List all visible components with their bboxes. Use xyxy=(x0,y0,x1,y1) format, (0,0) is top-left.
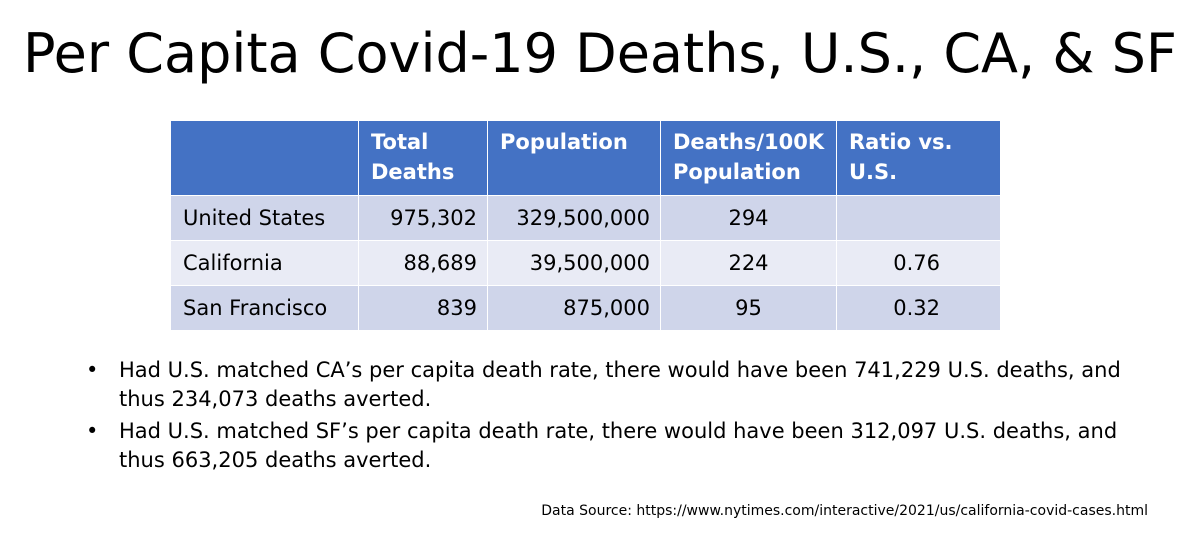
ratio-cell: 0.32 xyxy=(836,285,1001,331)
header-population: Population xyxy=(487,120,661,196)
ratio-cell: 0.76 xyxy=(836,240,1001,286)
table-header-row: Total Deaths Population Deaths/100K Popu… xyxy=(170,120,1001,196)
table-row: United States 975,302 329,500,000 294 xyxy=(170,195,1001,241)
region-cell: United States xyxy=(170,195,359,241)
bullet-dot-icon: • xyxy=(86,419,99,443)
deaths-per-100k-cell: 294 xyxy=(660,195,837,241)
header-deaths-per-100k: Deaths/100K Population xyxy=(660,120,837,196)
header-ratio: Ratio vs. U.S. xyxy=(836,120,1001,196)
deaths-table: Total Deaths Population Deaths/100K Popu… xyxy=(170,120,1001,331)
total-deaths-cell: 975,302 xyxy=(358,195,488,241)
total-deaths-cell: 839 xyxy=(358,285,488,331)
bullet-dot-icon: • xyxy=(86,358,99,382)
data-source-note: Data Source: https://www.nytimes.com/int… xyxy=(541,503,1148,519)
deaths-per-100k-cell: 95 xyxy=(660,285,837,331)
population-cell: 39,500,000 xyxy=(487,240,661,286)
bullet-text: Had U.S. matched CA’s per capita death r… xyxy=(119,358,1121,411)
region-cell: San Francisco xyxy=(170,285,359,331)
deaths-per-100k-cell: 224 xyxy=(660,240,837,286)
population-cell: 329,500,000 xyxy=(487,195,661,241)
bullet-text: Had U.S. matched SF’s per capita death r… xyxy=(119,419,1118,472)
header-total-deaths: Total Deaths xyxy=(358,120,488,196)
total-deaths-cell: 88,689 xyxy=(358,240,488,286)
table-row: San Francisco 839 875,000 95 0.32 xyxy=(170,285,1001,331)
ratio-cell xyxy=(836,195,1001,241)
bullet-item: • Had U.S. matched SF’s per capita death… xyxy=(86,417,1156,475)
bullet-list: • Had U.S. matched CA’s per capita death… xyxy=(86,356,1156,478)
header-region xyxy=(170,120,359,196)
slide-title: Per Capita Covid-19 Deaths, U.S., CA, & … xyxy=(23,22,1177,85)
region-cell: California xyxy=(170,240,359,286)
table-row: California 88,689 39,500,000 224 0.76 xyxy=(170,240,1001,286)
bullet-item: • Had U.S. matched CA’s per capita death… xyxy=(86,356,1156,414)
population-cell: 875,000 xyxy=(487,285,661,331)
